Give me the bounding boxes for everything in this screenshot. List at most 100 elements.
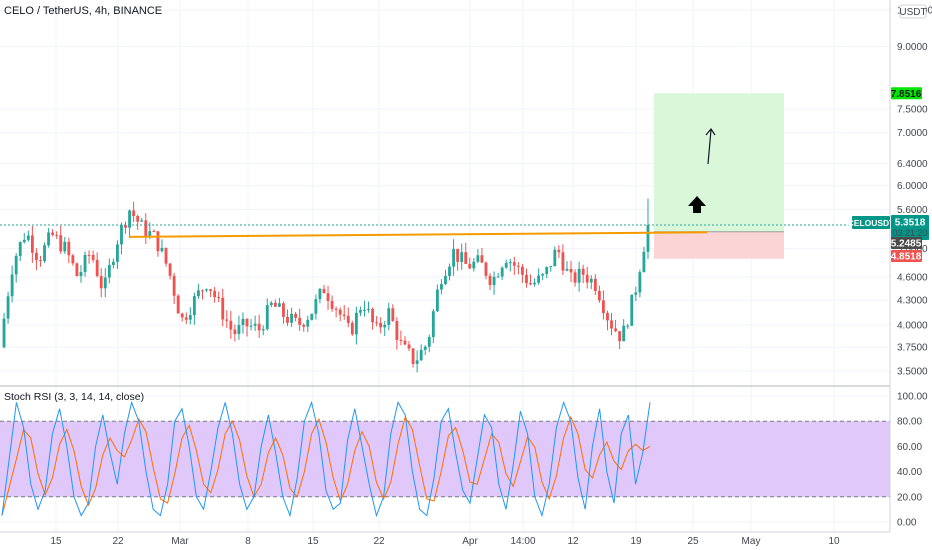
arrow-line-up[interactable] xyxy=(707,129,712,165)
stoch-rsi-lines xyxy=(1,400,651,518)
candle-body xyxy=(55,234,59,236)
stop-zone xyxy=(654,231,784,259)
time-tick-label: 22 xyxy=(373,536,385,547)
candle-body xyxy=(156,231,160,252)
candle-body xyxy=(346,315,350,323)
candle-body xyxy=(47,232,50,246)
candle-body xyxy=(537,275,541,283)
stoch-rsi-title[interactable]: Stoch RSI (3, 3, 14, 14, close) xyxy=(4,391,145,403)
candle-body xyxy=(257,323,261,331)
candle-body xyxy=(395,321,399,340)
candle-body xyxy=(338,309,342,315)
drawing-annotations[interactable] xyxy=(688,127,716,213)
time-tick-label: 10 xyxy=(828,536,840,547)
candle-body xyxy=(111,261,115,265)
time-tick-label: Apr xyxy=(462,536,478,547)
time-tick-label: Mar xyxy=(171,536,189,547)
candle-body xyxy=(14,255,18,275)
candle-body xyxy=(444,275,447,285)
candle-body xyxy=(411,348,415,364)
candle-body xyxy=(549,266,553,268)
candle-body xyxy=(10,274,14,297)
candle-body xyxy=(545,267,549,275)
candle-body xyxy=(359,310,362,313)
candle-body xyxy=(245,318,249,327)
candle-body xyxy=(610,320,613,329)
candle-body xyxy=(383,324,387,328)
rsi-tick-label: 20.00 xyxy=(897,492,922,503)
candle-body xyxy=(35,252,38,261)
candle-body xyxy=(26,235,30,240)
candle-body xyxy=(460,252,464,262)
candle-body xyxy=(512,262,516,266)
stoch-rsi-band xyxy=(0,421,890,497)
candle-body xyxy=(233,329,237,335)
candle-body xyxy=(334,308,338,310)
candle-body xyxy=(399,339,403,341)
candle-body xyxy=(132,210,136,216)
time-tick-label: 8 xyxy=(245,536,251,547)
candle-body xyxy=(87,254,91,256)
candle-body xyxy=(148,231,152,237)
currency-label[interactable]: USDT xyxy=(899,7,926,18)
candle-body xyxy=(626,325,630,327)
candle-body xyxy=(63,241,67,252)
candle-body xyxy=(354,312,358,335)
price-tick-label: 3.5000 xyxy=(897,366,928,377)
candle-body xyxy=(516,265,520,267)
stoch-rsi-d-line xyxy=(1,415,651,516)
candle-body xyxy=(184,317,188,320)
candle-body xyxy=(553,249,557,267)
candle-body xyxy=(318,288,322,300)
arrow-line-head-icon xyxy=(705,127,716,136)
candle-body xyxy=(464,252,468,264)
candle-body xyxy=(387,308,391,325)
target-zone xyxy=(654,93,784,232)
candle-body xyxy=(480,255,484,263)
candle-body xyxy=(484,262,488,276)
candle-body xyxy=(431,311,435,338)
up-arrow-icon[interactable] xyxy=(688,196,706,213)
candle-body xyxy=(646,225,650,252)
candle-body xyxy=(201,290,204,292)
candle-body xyxy=(581,268,585,275)
candle-body xyxy=(541,274,545,276)
candle-body xyxy=(614,328,617,332)
candle-body xyxy=(427,337,431,347)
candle-body xyxy=(435,289,439,312)
ticker-badge: CELOUSDT xyxy=(848,218,896,228)
candle-body xyxy=(585,274,589,283)
candle-body xyxy=(120,225,123,245)
time-tick-label: 19 xyxy=(630,536,642,547)
candle-body xyxy=(597,290,601,301)
candle-body xyxy=(456,248,460,262)
price-tick-label: 4.6000 xyxy=(897,273,928,284)
resistance-line[interactable] xyxy=(128,231,708,238)
price-tick-label: 4.0000 xyxy=(897,321,928,332)
candle-body xyxy=(440,284,443,290)
candle-body xyxy=(472,261,476,269)
candle-body xyxy=(504,262,508,268)
target-price-badge: 7.8516 xyxy=(891,89,922,100)
candle-body xyxy=(144,220,148,237)
candle-body xyxy=(415,360,419,364)
candle-body xyxy=(606,313,609,321)
candle-body xyxy=(205,289,208,291)
candle-body xyxy=(273,302,277,307)
candle-body xyxy=(253,323,257,326)
candle-body xyxy=(164,247,168,264)
candle-body xyxy=(593,278,597,291)
candle-body xyxy=(602,300,605,314)
candle-body xyxy=(6,296,10,319)
candle-body xyxy=(577,268,581,283)
candle-body xyxy=(638,272,642,293)
candle-body xyxy=(310,313,314,320)
candle-body xyxy=(569,268,573,273)
symbol-title[interactable]: CELO / TetherUS, 4h, BINANCE xyxy=(4,5,163,17)
candle-body xyxy=(168,263,172,276)
time-axis-ticks: 15 22 Mar 8 15 22 Apr 14:00 12 19 25 May 10 xyxy=(50,536,840,547)
candle-body xyxy=(500,267,504,277)
candle-body xyxy=(95,259,99,277)
price-tick-label: 6.0000 xyxy=(897,181,928,192)
candle-body xyxy=(176,295,180,314)
